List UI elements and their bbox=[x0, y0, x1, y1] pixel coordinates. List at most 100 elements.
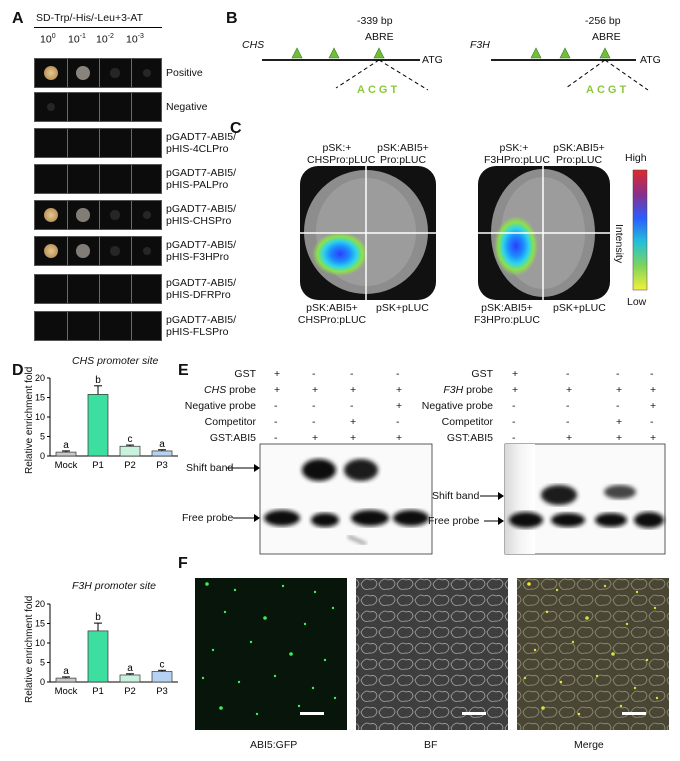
gfp-signal bbox=[211, 648, 215, 652]
y-tick-label: 5 bbox=[40, 432, 45, 442]
emsa-condition-value: - bbox=[512, 400, 516, 412]
yeast-colony bbox=[44, 66, 58, 80]
c-right-bl: pSK:ABI5+ F3HPro:pLUC bbox=[474, 302, 540, 326]
scale-low: Low bbox=[627, 296, 647, 308]
abre-triangle bbox=[291, 47, 303, 59]
emsa-condition-value: + bbox=[312, 432, 319, 444]
emsa-condition-value: + bbox=[512, 368, 519, 380]
yeast-plate-row bbox=[34, 200, 162, 230]
chart1-title: CHS promoter site bbox=[72, 355, 159, 367]
dilution-label: 10-2 bbox=[96, 33, 114, 46]
chart-chs-promoter: 0 5 10 15 20 a Mock b P1 c P2 a P3 bbox=[35, 373, 178, 471]
yeast-plate-row bbox=[34, 311, 162, 341]
yeast-plate-row bbox=[34, 58, 162, 88]
emsa-condition-value: - bbox=[650, 368, 654, 380]
emsa-condition-value: + bbox=[312, 384, 319, 396]
merge-signal bbox=[577, 712, 581, 716]
gfp-signal bbox=[281, 584, 285, 588]
e-right-shift-label: Shift band bbox=[432, 490, 480, 502]
yeast-plate-row bbox=[34, 92, 162, 122]
c-left-br: pSK+pLUC bbox=[376, 302, 429, 314]
emsa-condition-value: + bbox=[616, 432, 623, 444]
gfp-signal bbox=[233, 588, 237, 592]
yeast-colony bbox=[110, 68, 120, 78]
emsa-condition-value: + bbox=[396, 400, 403, 412]
dilution-label: 100 bbox=[40, 33, 56, 46]
emsa-condition-value: + bbox=[566, 384, 573, 396]
y-tick-label: 0 bbox=[40, 451, 45, 461]
e-right-free-label: Free probe bbox=[428, 515, 480, 527]
emsa-condition-value: - bbox=[274, 432, 278, 444]
emsa-condition-value: - bbox=[396, 368, 400, 380]
yeast-plate-row bbox=[34, 236, 162, 266]
x-tick-label: Mock bbox=[55, 686, 78, 697]
chs-abre-label: ABRE bbox=[365, 31, 394, 43]
medium-underline bbox=[34, 27, 162, 28]
gfp-signal bbox=[237, 680, 241, 684]
gfp-signal bbox=[223, 610, 227, 614]
abre-triangle bbox=[559, 47, 571, 59]
y-tick-label: 0 bbox=[40, 677, 45, 687]
c-left-tl: pSK:+ CHSPro:pLUC bbox=[307, 142, 376, 166]
merge-signal bbox=[541, 706, 545, 710]
x-tick-label: P1 bbox=[92, 686, 104, 697]
y-tick-label: 20 bbox=[35, 373, 45, 383]
gfp-signal bbox=[333, 696, 337, 700]
plate-row-label: pGADT7-ABI5/pHIS-4CLPro bbox=[166, 131, 237, 155]
emsa-condition-value: + bbox=[616, 384, 623, 396]
x-tick-label: P3 bbox=[156, 686, 168, 697]
emsa-condition-label: Competitor bbox=[204, 416, 256, 428]
luc-image-f3h bbox=[478, 166, 610, 300]
emsa-condition-label: Negative probe bbox=[421, 400, 493, 412]
x-tick-label: P1 bbox=[92, 460, 104, 471]
gfp-signal bbox=[323, 658, 327, 662]
merge-signal bbox=[533, 648, 537, 652]
y-tick-label: 15 bbox=[35, 619, 45, 629]
merge-signal bbox=[625, 622, 629, 626]
gfp-signal bbox=[249, 640, 253, 644]
emsa-condition-label: F3H probe bbox=[443, 384, 493, 396]
gfp-signal bbox=[331, 606, 335, 610]
yeast-colony bbox=[46, 102, 56, 112]
merge-signal bbox=[655, 696, 659, 700]
emsa-condition-value: + bbox=[350, 416, 357, 428]
yeast-colony bbox=[44, 208, 58, 222]
yeast-colony bbox=[76, 244, 90, 258]
yeast-colony bbox=[143, 211, 151, 219]
panel-label-c: C bbox=[230, 120, 242, 137]
free-probe-band bbox=[264, 510, 300, 526]
free-probe-band bbox=[311, 513, 339, 527]
merge-signal bbox=[595, 674, 599, 678]
gfp-signal bbox=[205, 582, 209, 586]
merge-signal bbox=[633, 686, 637, 690]
gfp-signal bbox=[219, 706, 223, 710]
f3h-atg: ATG bbox=[640, 54, 661, 66]
emsa-condition-value: + bbox=[396, 384, 403, 396]
merge-signal bbox=[635, 590, 639, 594]
yeast-plate-row bbox=[34, 128, 162, 158]
merge-signal bbox=[545, 610, 549, 614]
bar bbox=[87, 394, 109, 457]
emsa-condition-value: - bbox=[350, 400, 354, 412]
chs-atg: ATG bbox=[422, 54, 443, 66]
emsa-condition-value: + bbox=[512, 384, 519, 396]
intensity-colorbar bbox=[632, 169, 648, 291]
gfp-signal bbox=[297, 704, 301, 708]
free-probe-band bbox=[393, 510, 429, 526]
emsa-condition-label: CHS probe bbox=[204, 384, 256, 396]
merge-signal bbox=[555, 588, 559, 592]
plate-row-label: Positive bbox=[166, 67, 203, 79]
gfp-signal bbox=[263, 616, 267, 620]
free-probe-band bbox=[509, 512, 543, 528]
gfp-image bbox=[195, 578, 347, 730]
emsa-condition-value: + bbox=[616, 416, 623, 428]
dilution-label: 10-1 bbox=[68, 33, 86, 46]
emsa-condition-value: - bbox=[566, 416, 570, 428]
emsa-gel-chs bbox=[259, 443, 433, 555]
emsa-condition-label: Negative probe bbox=[184, 400, 256, 412]
chs-position: -339 bp bbox=[357, 15, 393, 27]
panel-label-e: E bbox=[178, 362, 189, 379]
c-left-tr: pSK:ABI5+ Pro:pLUC bbox=[377, 142, 429, 166]
yeast-colony bbox=[44, 244, 58, 258]
